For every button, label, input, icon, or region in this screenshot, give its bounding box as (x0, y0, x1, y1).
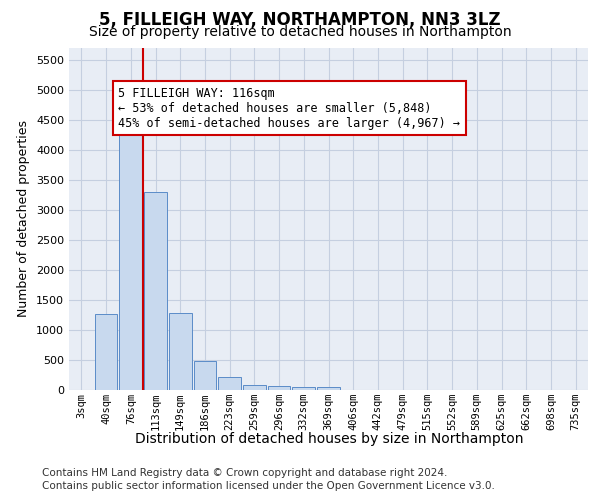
Text: Distribution of detached houses by size in Northampton: Distribution of detached houses by size … (134, 432, 523, 446)
Bar (218, 377, 241, 390)
Bar (317, 387, 340, 390)
Bar (95, 314, 118, 390)
Text: Contains HM Land Registry data © Crown copyright and database right 2024.: Contains HM Land Registry data © Crown c… (42, 468, 448, 477)
Text: Size of property relative to detached houses in Northampton: Size of property relative to detached ho… (89, 25, 511, 39)
Text: Contains public sector information licensed under the Open Government Licence v3: Contains public sector information licen… (42, 481, 495, 491)
Text: 5 FILLEIGH WAY: 116sqm
← 53% of detached houses are smaller (5,848)
45% of semi-: 5 FILLEIGH WAY: 116sqm ← 53% of detached… (118, 86, 460, 130)
Bar (292, 386, 315, 390)
Bar (144, 192, 167, 390)
Bar (268, 386, 290, 390)
Bar (169, 313, 191, 390)
Y-axis label: Number of detached properties: Number of detached properties (17, 120, 31, 318)
Bar (243, 384, 266, 390)
Bar (119, 130, 142, 390)
Bar (194, 361, 216, 390)
Text: 5, FILLEIGH WAY, NORTHAMPTON, NN3 3LZ: 5, FILLEIGH WAY, NORTHAMPTON, NN3 3LZ (99, 11, 501, 29)
